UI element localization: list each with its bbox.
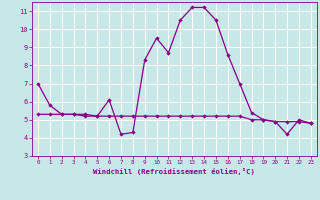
X-axis label: Windchill (Refroidissement éolien,°C): Windchill (Refroidissement éolien,°C)	[93, 168, 255, 175]
